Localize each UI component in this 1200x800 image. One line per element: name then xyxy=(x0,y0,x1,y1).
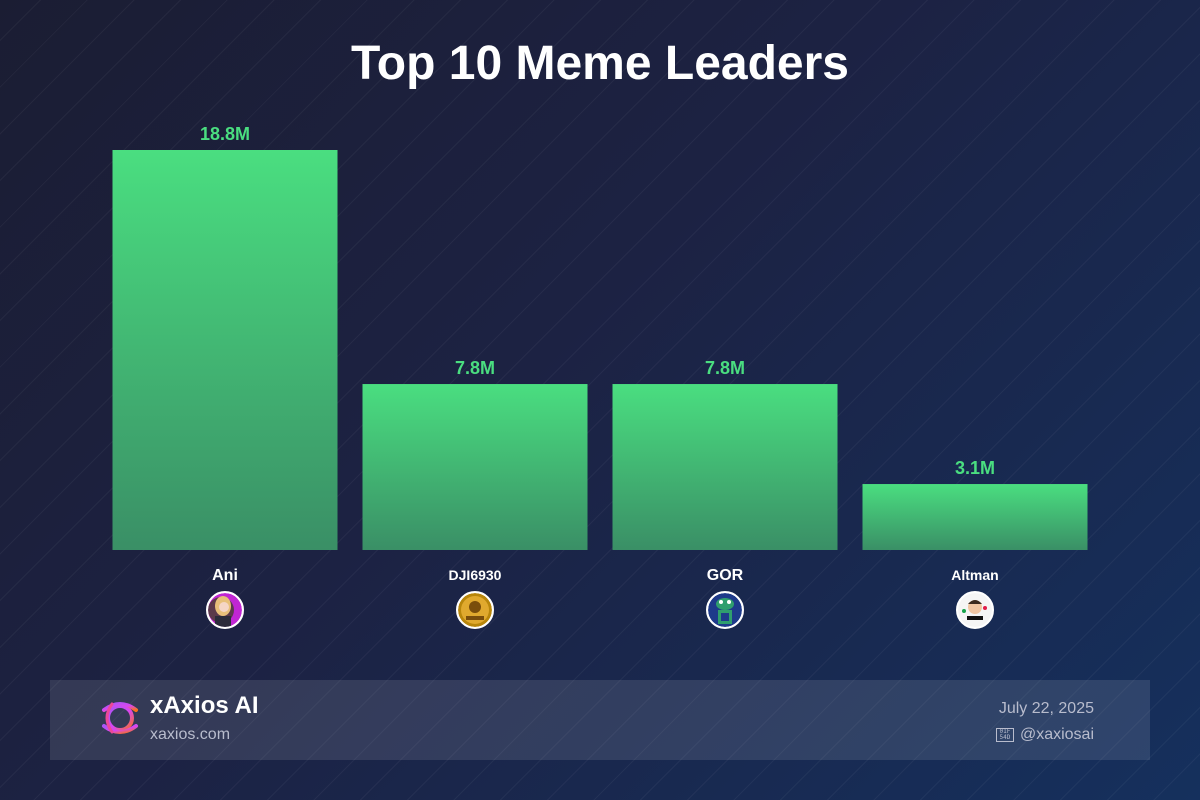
bar-value-label: 7.8M xyxy=(455,358,495,378)
bar-value-label: 3.1M xyxy=(955,458,995,478)
footer-bar: xAxios AI xaxios.com July 22, 2025 01F 54… xyxy=(50,680,1150,760)
bar xyxy=(362,384,588,550)
bars-layer: 18.8M Ani 7.8M DJI6930 7.8M GOR 3.1M Altman xyxy=(112,124,1088,629)
brand-url: xaxios.com xyxy=(150,726,231,743)
bar xyxy=(612,384,838,550)
handle-text: @xaxiosai xyxy=(1019,726,1094,743)
xaxios-logo-icon xyxy=(102,702,138,734)
bar-value-label: 7.8M xyxy=(705,358,745,378)
bar xyxy=(112,150,338,550)
category-label: Ani xyxy=(212,567,238,584)
bar xyxy=(862,484,1088,550)
footer-date: July 22, 2025 xyxy=(998,700,1094,717)
x-platform-icon: 01F 54D xyxy=(995,728,1014,742)
brand-name: xAxios AI xyxy=(150,692,259,719)
cartoon-man-avatar xyxy=(956,591,994,629)
anime-girl-avatar xyxy=(206,591,244,629)
bar-chart: 18.8M Ani 7.8M DJI6930 7.8M GOR 3.1M Altman xyxy=(112,124,1088,629)
category-label: GOR xyxy=(707,567,744,584)
bar-value-label: 18.8M xyxy=(200,124,250,144)
social-handle: 01F 54D @xaxiosai xyxy=(995,726,1094,744)
category-label: Altman xyxy=(951,567,998,583)
gold-coin-avatar xyxy=(456,591,494,629)
category-label: DJI6930 xyxy=(449,567,502,583)
chart-title: Top 10 Meme Leaders xyxy=(351,37,849,90)
green-creature-avatar xyxy=(706,591,744,629)
